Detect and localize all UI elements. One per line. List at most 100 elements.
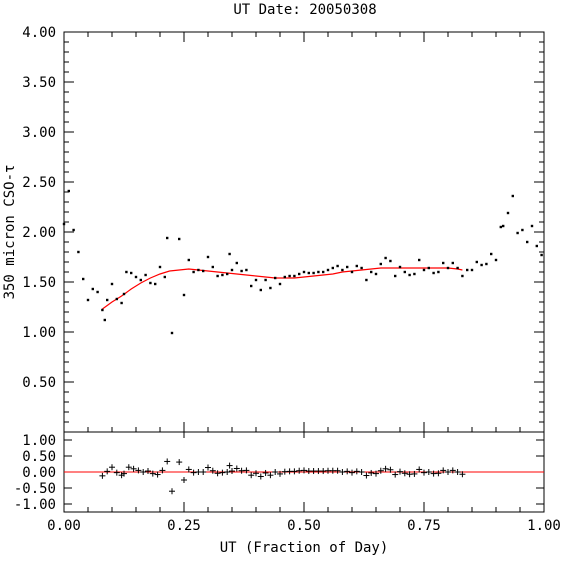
residual-point: [277, 470, 283, 477]
residual-point: [392, 471, 399, 478]
residual-point: [334, 467, 341, 474]
residual-point: [382, 465, 389, 472]
data-point: [211, 265, 214, 269]
data-point: [379, 262, 382, 266]
data-point: [130, 271, 133, 275]
x-tick-label: 1.00: [527, 518, 561, 534]
residual-point: [159, 467, 166, 474]
data-point: [461, 274, 464, 278]
residual-point: [104, 468, 111, 475]
data-points-layer: [62, 189, 543, 335]
data-point: [82, 277, 85, 281]
residual-point: [190, 469, 197, 476]
residual-point: [181, 477, 187, 483]
data-point: [221, 273, 224, 277]
data-point: [187, 258, 190, 262]
data-point: [259, 288, 262, 292]
data-point: [336, 264, 339, 268]
data-point: [158, 265, 162, 269]
residual-point: [140, 469, 147, 475]
residual-point: [459, 471, 466, 478]
data-point: [106, 298, 109, 302]
residual-point: [154, 471, 161, 478]
data-point: [202, 269, 205, 273]
data-point: [442, 261, 445, 265]
residual-point: [449, 467, 456, 474]
data-point: [254, 278, 258, 282]
residual-point: [421, 469, 427, 476]
data-point: [269, 286, 272, 290]
data-point: [235, 261, 238, 265]
residual-point: [425, 469, 432, 475]
data-point: [422, 268, 426, 272]
residual-point: [358, 469, 365, 475]
main-plot-frame: [63, 31, 545, 433]
data-point: [437, 270, 440, 274]
residual-point: [224, 469, 231, 475]
data-point: [530, 224, 534, 228]
data-point: [96, 290, 99, 294]
residual-point: [377, 467, 384, 474]
residual-point: [109, 464, 115, 471]
x-tick-label: 0.50: [287, 518, 321, 534]
data-point: [278, 282, 282, 286]
data-point: [230, 268, 234, 272]
data-point: [456, 266, 459, 270]
data-point: [326, 268, 330, 272]
y-tick-label: 1.00: [22, 325, 56, 341]
data-point: [206, 255, 210, 259]
residual-y-tick-label: 0.00: [22, 465, 56, 481]
data-point: [274, 276, 277, 280]
data-point: [485, 262, 488, 266]
residual-point: [200, 469, 207, 475]
data-point: [511, 194, 514, 198]
data-point: [163, 275, 166, 279]
residual-point: [135, 467, 142, 474]
residual-point: [267, 472, 274, 479]
data-point: [350, 270, 354, 274]
residual-points-layer: [99, 458, 466, 495]
data-point: [122, 292, 126, 296]
data-point: [139, 278, 142, 282]
residual-y-tick-label: -0.50: [14, 481, 56, 497]
residual-point: [344, 468, 351, 475]
residual-point: [248, 472, 255, 479]
data-point: [470, 268, 474, 272]
data-point: [72, 228, 75, 232]
data-point: [86, 298, 90, 302]
data-point: [370, 270, 373, 274]
y-tick-label: 0.50: [22, 375, 56, 391]
data-point: [245, 268, 248, 272]
data-point: [197, 268, 200, 272]
data-point: [526, 240, 529, 244]
data-point: [427, 266, 430, 270]
x-axis-label: UT (Fraction of Day): [220, 540, 389, 556]
residual-point: [214, 470, 221, 477]
residual-point: [125, 464, 132, 471]
data-point: [283, 275, 286, 279]
data-point: [115, 297, 118, 301]
residual-point: [113, 469, 120, 476]
data-point: [413, 272, 416, 276]
data-point: [341, 268, 344, 272]
chart-title: UT Date: 20050308: [233, 2, 376, 18]
data-point: [506, 211, 510, 215]
data-point: [516, 231, 519, 235]
x-tick-label: 0.25: [167, 518, 201, 534]
data-point: [475, 260, 478, 264]
residual-y-tick-label: 0.50: [22, 449, 56, 465]
residual-point: [373, 470, 379, 477]
residual-point: [401, 470, 408, 477]
residual-point: [164, 458, 171, 465]
data-point: [307, 271, 310, 275]
residual-point: [130, 465, 137, 472]
data-point: [360, 266, 363, 270]
data-point: [521, 228, 524, 232]
residual-point: [272, 469, 279, 475]
y-tick-label: 4.00: [22, 25, 56, 41]
residual-point: [349, 469, 355, 476]
data-point: [480, 263, 483, 267]
data-point: [502, 224, 505, 228]
data-point: [178, 237, 181, 241]
